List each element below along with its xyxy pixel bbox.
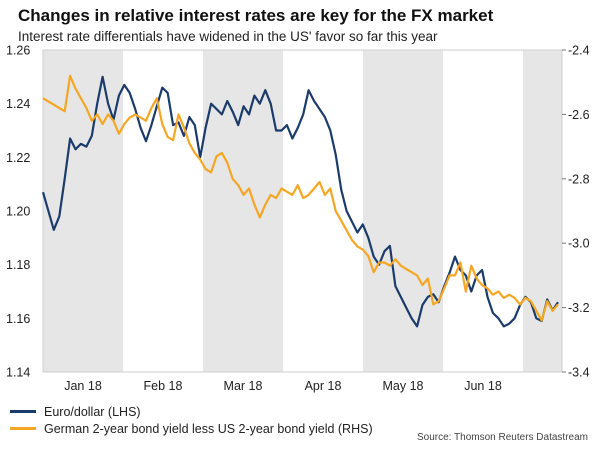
plot-frame <box>42 49 563 373</box>
y-left-tick-3: 1.20 <box>6 205 30 219</box>
y-right-tick-5: -3.4 <box>568 366 590 380</box>
legend-item-euro-dollar: Euro/dollar (LHS) <box>10 403 373 420</box>
legend-swatch-euro-dollar <box>10 410 36 413</box>
y-right-tick-4: -3.2 <box>568 301 590 315</box>
shaded-band-0 <box>43 50 123 372</box>
legend-label-euro-dollar: Euro/dollar (LHS) <box>44 404 141 419</box>
y-left-tick-2: 1.22 <box>6 151 30 165</box>
y-left-tick-6: 1.14 <box>6 366 30 380</box>
shaded-band-3 <box>523 50 562 372</box>
y-right-tick-0: -2.4 <box>568 44 590 58</box>
x-tick-3: Apr 18 <box>305 379 342 393</box>
shaded-band-1 <box>203 50 283 372</box>
y-right-tick-3: -3.0 <box>568 237 590 251</box>
legend-label-yield-spread: German 2-year bond yield less US 2-year … <box>44 421 373 436</box>
y-left-tick-1: 1.24 <box>6 97 30 111</box>
y-left-tick-0: 1.26 <box>6 44 30 58</box>
series-line-1 <box>42 74 559 322</box>
y-right-tick-2: -2.8 <box>568 172 590 186</box>
x-tick-5: Jun 18 <box>464 379 502 393</box>
chart-title: Changes in relative interest rates are k… <box>18 6 494 25</box>
series-line-0 <box>41 75 559 328</box>
chart-subtitle: Interest rate differentials have widened… <box>18 29 438 44</box>
x-tick-0: Jan 18 <box>64 379 102 393</box>
shaded-band-2 <box>363 50 443 372</box>
source-note: Source: Thomson Reuters Datastream <box>416 432 588 443</box>
legend-item-yield-spread: German 2-year bond yield less US 2-year … <box>10 420 373 437</box>
x-tick-2: Mar 18 <box>224 379 263 393</box>
x-tick-1: Feb 18 <box>144 379 183 393</box>
y-left-tick-5: 1.16 <box>6 312 30 326</box>
y-right-tick-1: -2.6 <box>568 108 590 122</box>
legend: Euro/dollar (LHS) German 2-year bond yie… <box>10 403 373 437</box>
y-left-tick-4: 1.18 <box>6 258 30 272</box>
x-tick-4: May 18 <box>383 379 424 393</box>
legend-swatch-yield-spread <box>10 427 36 430</box>
